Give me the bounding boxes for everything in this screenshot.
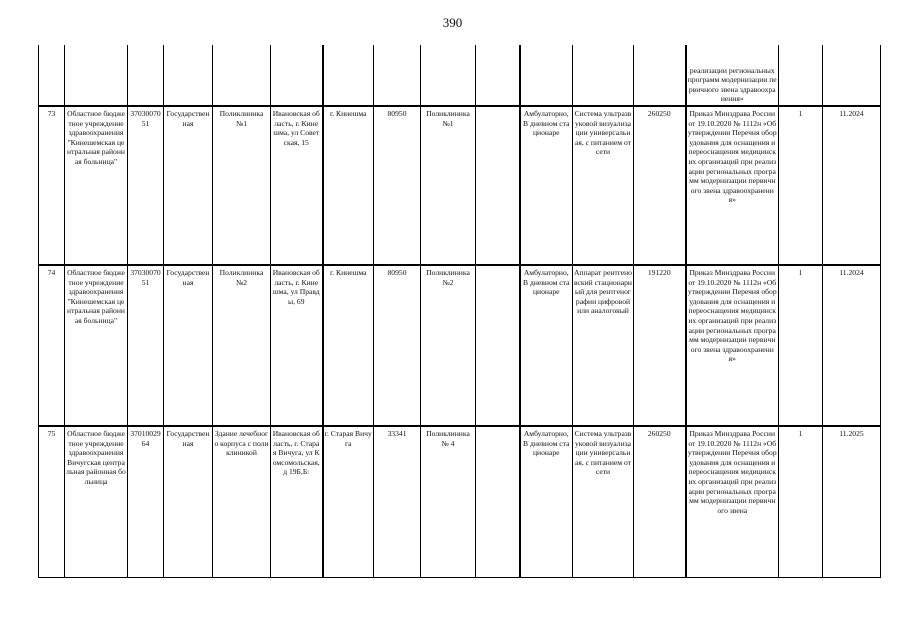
cell-price: 260250 — [633, 425, 687, 578]
cell-num: 75 — [38, 425, 65, 578]
cell-subdivision: Поликлиника №2 — [420, 264, 476, 426]
cell-basis-text: Приказ Минздрава России от 19.10.2020 № … — [687, 429, 777, 515]
cell-building: Здание лечебного корпуса с поликлиникой — [212, 425, 271, 578]
cell-organization: Областное бюджетное учреждение здравоохр… — [64, 105, 128, 265]
cell-building: Поликлиника №1 — [212, 105, 271, 265]
cell-code: 3703007051 — [127, 105, 164, 265]
cell-quantity: 1 — [778, 105, 823, 265]
table-row: 74 Областное бюджетное учреждение здраво… — [38, 264, 881, 426]
cell-equipment: Система ультразвуковой визуализации унив… — [572, 425, 634, 578]
cell-price: 191220 — [633, 264, 687, 426]
cell-date: 11.2024 — [822, 105, 881, 265]
cell-address: Ивановская область, г. Кинешма, ул Совет… — [270, 105, 324, 265]
cell-quantity: 1 — [778, 425, 823, 578]
cell-empty — [475, 425, 521, 578]
cell-basis: Приказ Минздрава России от 19.10.2020 № … — [685, 425, 779, 578]
cell-oktmo: 33341 — [373, 425, 421, 578]
cell-building: Поликлиника №2 — [212, 264, 271, 426]
cell-empty — [475, 264, 521, 426]
table-row-continuation: реализации региональных программ модерни… — [38, 45, 881, 106]
cell-num: 74 — [38, 264, 65, 426]
cell-num: 73 — [38, 105, 65, 265]
cell-price: 260250 — [633, 105, 687, 265]
cell-locality: г. Кинешма — [322, 264, 374, 426]
cell-subdivision: Поликлиника №1 — [420, 105, 476, 265]
cell-ownership: Государственная — [163, 105, 213, 265]
cell-oktmo: 80950 — [373, 105, 421, 265]
cell-equipment: Система ультразвуковой визуализации унив… — [572, 105, 634, 265]
cell-code: 3703007051 — [127, 264, 164, 426]
cell-ownership: Государственная — [163, 425, 213, 578]
cell-subdivision: Поликлиника № 4 — [420, 425, 476, 578]
cell-organization: Областное бюджетное учреждение здравоохр… — [64, 425, 128, 578]
cell-basis: Приказ Минздрава России от 19.10.2020 № … — [685, 264, 779, 426]
cell-conditions: Амбулаторно, В дневном стационаре — [519, 264, 573, 426]
cell-locality: г. Кинешма — [322, 105, 374, 265]
cell-ownership: Государственная — [163, 264, 213, 426]
cell-locality: г. Старая Вичуга — [322, 425, 374, 578]
cell-basis: Приказ Минздрава России от 19.10.2020 № … — [685, 105, 779, 265]
cell-empty — [475, 105, 521, 265]
page-number: 390 — [442, 15, 463, 30]
cell-date: 11.2024 — [822, 264, 881, 426]
table-row: 75 Областное бюджетное учреждение здраво… — [38, 425, 881, 578]
cell-equipment: Аппарат рентгеновский стационарный для р… — [572, 264, 634, 426]
cell-conditions: Амбулаторно, В дневном стационаре — [519, 105, 573, 265]
table-row: 73 Областное бюджетное учреждение здраво… — [38, 105, 881, 265]
cell-basis: реализации региональных программ модерни… — [685, 45, 779, 106]
cell-address: Ивановская область, г. Старая Вичуга, ул… — [270, 425, 324, 578]
cell-conditions: Амбулаторно, В дневном стационаре — [519, 425, 573, 578]
equipment-table: реализации региональных программ модерни… — [38, 45, 881, 578]
cell-oktmo: 80950 — [373, 264, 421, 426]
cell-address: Ивановская область, г. Кинешма, ул Правд… — [270, 264, 324, 426]
cell-quantity: 1 — [778, 264, 823, 426]
cell-organization: Областное бюджетное учреждение здравоохр… — [64, 264, 128, 426]
cell-date: 11.2025 — [822, 425, 881, 578]
cell-code: 3701002964 — [127, 425, 164, 578]
